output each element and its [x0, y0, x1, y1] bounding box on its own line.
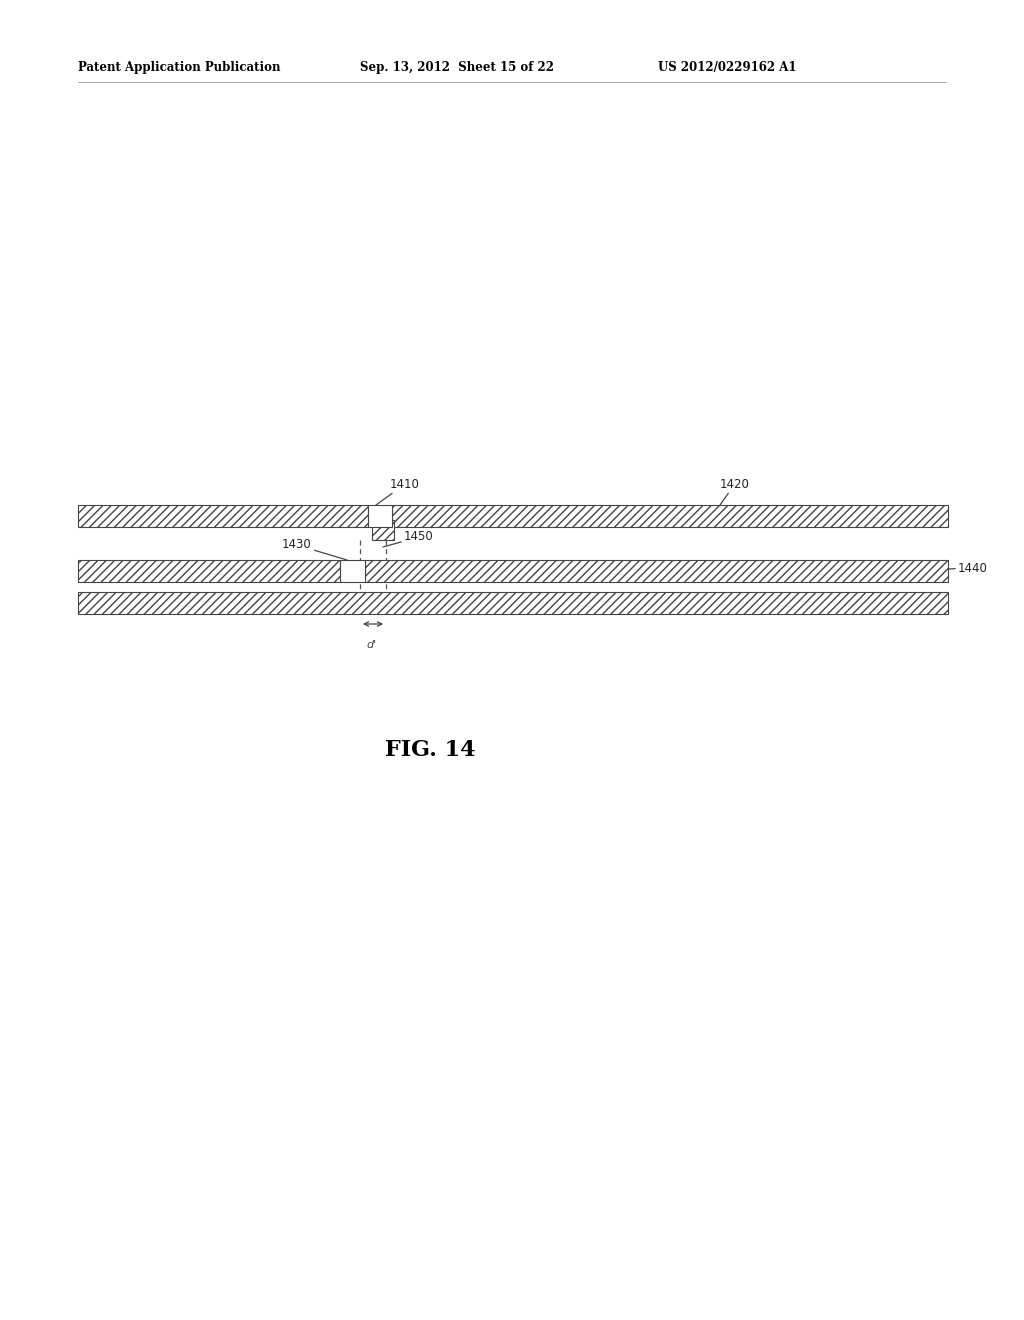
Text: FIG. 14: FIG. 14	[385, 739, 475, 762]
Bar	[392, 506, 948, 527]
Text: Sep. 13, 2012  Sheet 15 of 22: Sep. 13, 2012 Sheet 15 of 22	[360, 62, 554, 74]
Text: d': d'	[367, 640, 377, 649]
Text: 1450: 1450	[383, 531, 434, 546]
Text: Patent Application Publication: Patent Application Publication	[78, 62, 281, 74]
Text: 1430: 1430	[282, 539, 347, 560]
Bar	[365, 560, 948, 582]
Bar	[78, 560, 340, 582]
Text: 1410: 1410	[376, 478, 420, 506]
Bar	[78, 591, 948, 614]
Bar	[78, 506, 368, 527]
Bar	[340, 560, 365, 582]
Bar	[372, 520, 394, 540]
Bar	[368, 506, 392, 527]
Text: 1420: 1420	[720, 478, 750, 506]
Text: US 2012/0229162 A1: US 2012/0229162 A1	[658, 62, 797, 74]
Text: 1440: 1440	[948, 561, 988, 574]
